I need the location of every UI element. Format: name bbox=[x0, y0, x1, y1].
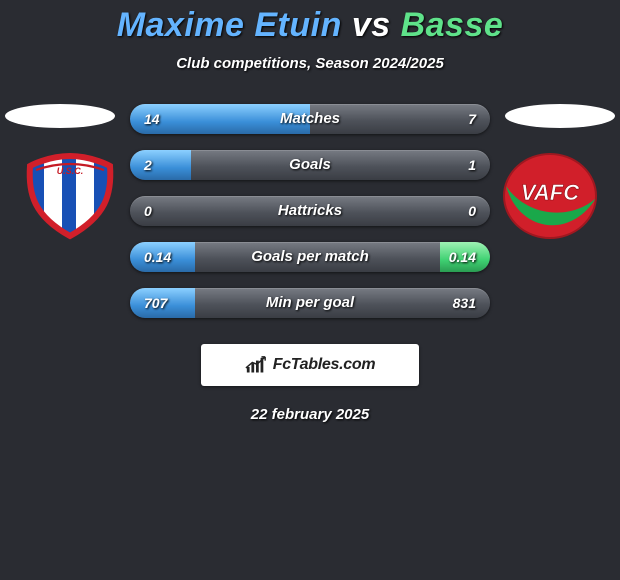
stat-label: Goals bbox=[130, 150, 490, 180]
brand-text: FcTables.com bbox=[273, 356, 376, 374]
stat-row: Goals per match0.140.14 bbox=[130, 242, 490, 272]
stat-value-left: 0 bbox=[130, 196, 166, 226]
stat-value-right: 1 bbox=[454, 150, 490, 180]
player1-silhouette bbox=[5, 104, 115, 128]
page-title: Maxime Etuin vs Basse bbox=[0, 0, 620, 45]
badge-left-text: U.S.C. bbox=[57, 166, 84, 176]
chart-icon bbox=[245, 356, 267, 374]
date-text: 22 february 2025 bbox=[0, 406, 620, 423]
stat-value-right: 0.14 bbox=[435, 242, 490, 272]
stat-value-right: 7 bbox=[454, 104, 490, 134]
stat-label: Hattricks bbox=[130, 196, 490, 226]
vs-text: vs bbox=[352, 6, 391, 44]
stat-label: Min per goal bbox=[130, 288, 490, 318]
player1-name: Maxime Etuin bbox=[117, 6, 342, 44]
player2-silhouette bbox=[505, 104, 615, 128]
stat-value-left: 707 bbox=[130, 288, 181, 318]
stat-row: Min per goal707 831 bbox=[130, 288, 490, 318]
club-badge-right: VAFC bbox=[500, 152, 600, 240]
stat-rows: Matches147Goals21Hattricks00Goals per ma… bbox=[130, 104, 490, 318]
stat-value-right: 0 bbox=[454, 196, 490, 226]
stat-value-right: 831 bbox=[439, 288, 490, 318]
stat-value-left: 0.14 bbox=[130, 242, 185, 272]
stat-value-left: 2 bbox=[130, 150, 166, 180]
player2-name: Basse bbox=[401, 6, 504, 44]
badge-right-text: VAFC bbox=[521, 180, 580, 205]
stat-value-left: 14 bbox=[130, 104, 174, 134]
subtitle: Club competitions, Season 2024/2025 bbox=[0, 55, 620, 72]
brand-box: FcTables.com bbox=[201, 344, 419, 386]
stat-row: Matches14 7 bbox=[130, 104, 490, 134]
comparison-stage: U.S.C. VAFC Matches14 7 Goals2 1 Hattricks0 0… bbox=[0, 104, 620, 423]
stat-row: Goals2 1 bbox=[130, 150, 490, 180]
stat-label: Matches bbox=[130, 104, 490, 134]
stat-row: Hattricks0 0 bbox=[130, 196, 490, 226]
club-badge-left: U.S.C. bbox=[20, 152, 120, 240]
